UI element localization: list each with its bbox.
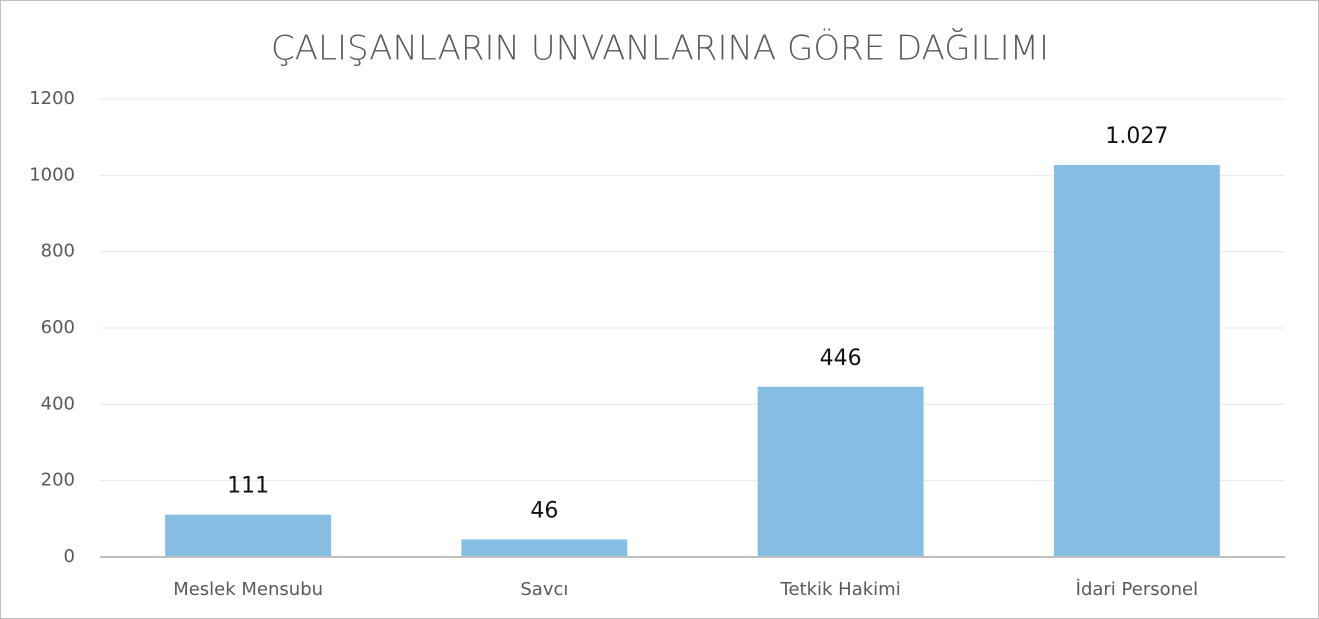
bar	[757, 386, 924, 557]
y-tick-label: 0	[64, 546, 75, 567]
value-label: 1.027	[1105, 124, 1168, 149]
bar	[1053, 165, 1220, 558]
x-tick-label: İdari Personel	[1076, 579, 1198, 600]
y-tick-label: 1000	[29, 164, 75, 185]
chart-title: ÇALIŞANLARIN UNVANLARINA GÖRE DAĞILIMI	[271, 28, 1049, 69]
value-label: 46	[530, 498, 558, 523]
x-tick-label: Meslek Mensubu	[173, 579, 323, 600]
bar	[461, 539, 628, 557]
y-tick-label: 400	[41, 393, 75, 414]
value-label: 111	[227, 474, 269, 499]
y-tick-label: 800	[41, 241, 75, 262]
y-tick-label: 200	[41, 470, 75, 491]
bar	[165, 514, 332, 557]
x-tick-label: Tetkik Hakimi	[780, 579, 901, 600]
x-tick-label: Savcı	[520, 579, 568, 600]
y-tick-label: 600	[41, 317, 75, 338]
y-tick-label: 1200	[29, 88, 75, 109]
value-label: 446	[820, 346, 862, 371]
